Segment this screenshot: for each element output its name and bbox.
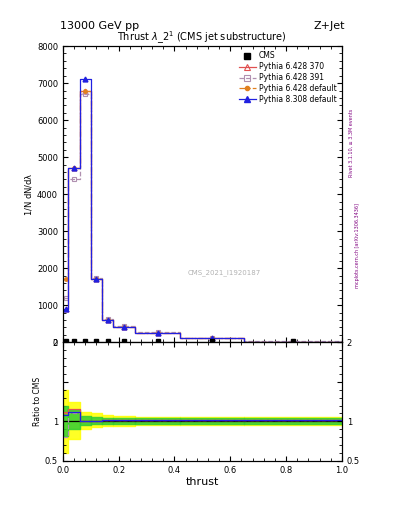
- X-axis label: thrust: thrust: [186, 477, 219, 487]
- Legend: CMS, Pythia 6.428 370, Pythia 6.428 391, Pythia 6.428 default, Pythia 8.308 defa: CMS, Pythia 6.428 370, Pythia 6.428 391,…: [237, 50, 338, 105]
- Text: CMS_2021_I1920187: CMS_2021_I1920187: [188, 269, 261, 276]
- Text: Rivet 3.1.10, ≥ 3.3M events: Rivet 3.1.10, ≥ 3.3M events: [349, 109, 354, 178]
- Text: Z+Jet: Z+Jet: [313, 22, 345, 31]
- Text: mcplots.cern.ch [arXiv:1306.3436]: mcplots.cern.ch [arXiv:1306.3436]: [355, 203, 360, 288]
- Y-axis label: Ratio to CMS: Ratio to CMS: [33, 377, 42, 426]
- Y-axis label: $\mathrm{1/N\ dN/d\lambda}$: $\mathrm{1/N\ dN/d\lambda}$: [23, 173, 34, 216]
- Title: Thrust $\lambda\_2^1$ (CMS jet substructure): Thrust $\lambda\_2^1$ (CMS jet substruct…: [118, 30, 287, 46]
- Text: 13000 GeV pp: 13000 GeV pp: [60, 22, 139, 31]
